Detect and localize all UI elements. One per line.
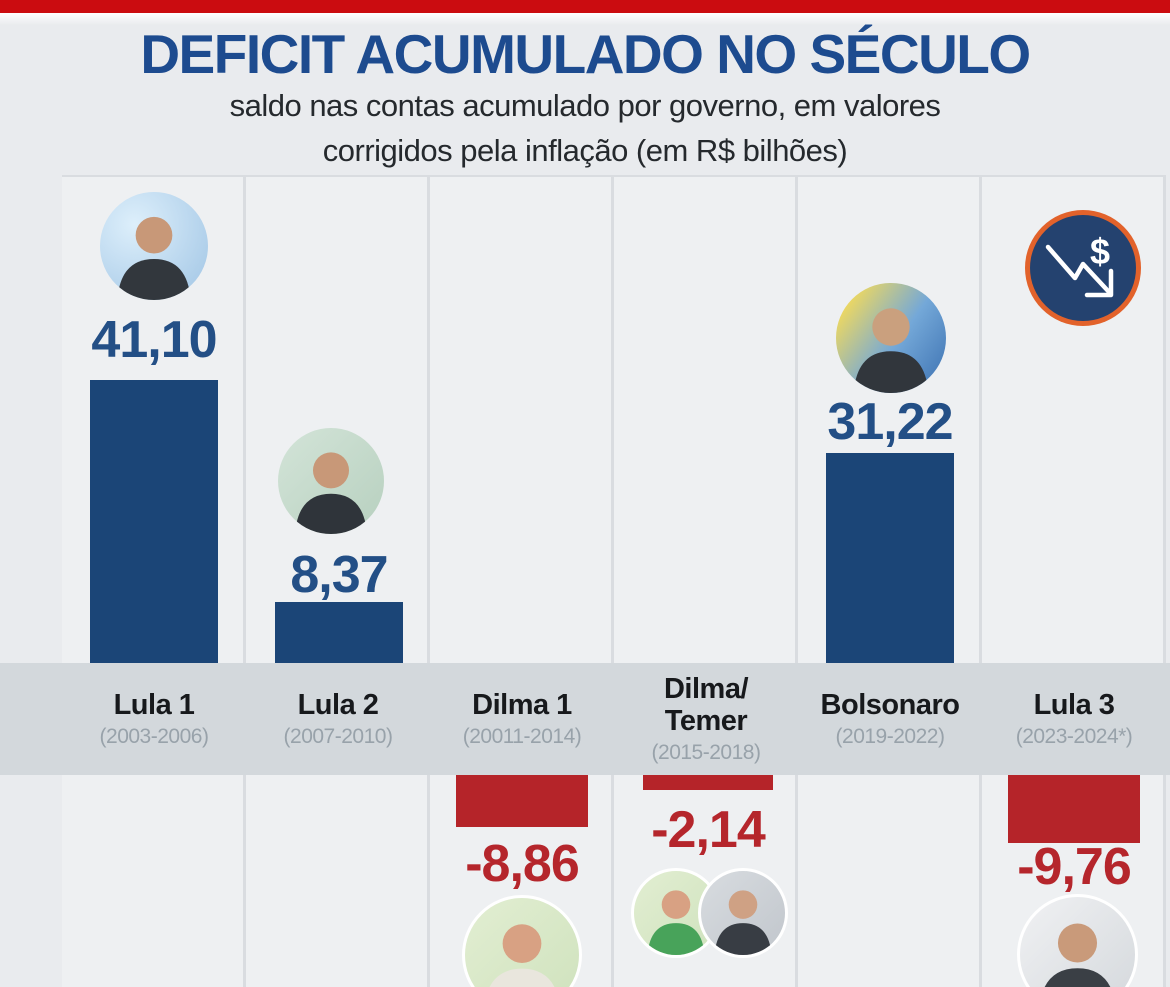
bar-lula-3 [1008,775,1140,843]
gov-name: Lula 1 [113,689,195,721]
dilma-temer-avatar-temer [698,868,788,958]
label-lula-3: Lula 3 (2023-2024*) [982,663,1166,775]
lula-1-avatar [100,192,208,300]
value-dilma-temer: -2,14 [651,801,766,859]
gov-years: (2019-2022) [835,725,945,748]
bar-lula-2 [275,602,403,663]
gov-years: (2023-2024*) [1015,725,1133,748]
gov-years: (2015-2018) [651,741,761,764]
column-dilma-temer [614,177,795,987]
label-bolsonaro: Bolsonaro (2019-2022) [798,663,982,775]
gov-years: (20011-2014) [462,725,582,748]
person-silhouette-icon [1044,923,1111,987]
person-silhouette-icon [489,924,555,987]
dilma-1-avatar [462,895,582,987]
column-dilma-1 [430,177,611,987]
gov-years: (2007-2010) [283,725,393,748]
gov-name: Lula 2 [297,689,379,721]
zero-baseline-band [0,663,1170,775]
value-dilma-1: -8,86 [465,835,580,893]
value-bolsonaro: 31,22 [827,393,953,451]
bar-dilma-temer [643,775,773,790]
gov-name: Dilma/ Temer [663,673,749,737]
label-dilma-temer: Dilma/ Temer (2015-2018) [614,663,798,775]
label-lula-1: Lula 1 (2003-2006) [62,663,246,775]
bar-bolsonaro [826,453,954,663]
person-silhouette-icon [714,890,772,955]
gov-name: Bolsonaro [820,689,960,721]
down-trend-arrowhead [1084,268,1114,298]
subtitle-line-2: corrigidos pela inflação (em R$ bilhões) [322,133,848,168]
label-lula-2: Lula 2 (2007-2010) [246,663,430,775]
bar-lula-1 [90,380,218,663]
gov-name: Dilma 1 [472,689,572,721]
person-silhouette-icon [117,216,191,300]
value-lula-3: -9,76 [1017,838,1132,896]
gov-name: Lula 3 [1033,689,1115,721]
person-silhouette-icon [853,308,929,393]
person-silhouette-icon [647,890,705,955]
top-strip-fade [0,13,1170,25]
dollar-sign-glyph: $ [1090,231,1110,272]
subtitle-line-1: saldo nas contas acumulado por governo, … [229,88,941,123]
person-silhouette-icon [294,452,368,534]
bar-dilma-1 [456,775,588,827]
declining-money-icon: $ [1023,208,1143,328]
gov-years: (2003-2006) [99,725,209,748]
down-trend-arrow [1045,244,1112,295]
value-lula-2: 8,37 [290,546,388,604]
column-lula-2 [246,177,427,987]
top-red-strip [0,0,1170,13]
bolsonaro-avatar [836,283,946,393]
lula-3-avatar [1017,894,1138,987]
label-dilma-1: Dilma 1 (20011-2014) [430,663,614,775]
page-title: DEFICIT ACUMULADO NO SÉCULO [140,23,1031,85]
value-lula-1: 41,10 [91,311,217,369]
lula-2-avatar [278,428,384,534]
